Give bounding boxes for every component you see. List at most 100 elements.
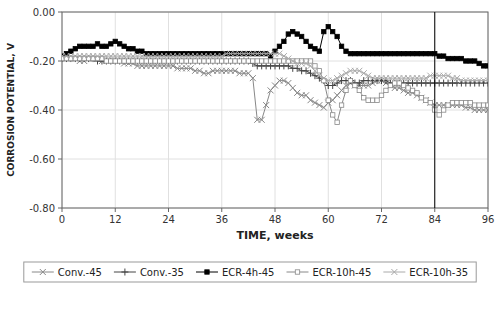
data-point — [131, 59, 135, 63]
marker-shape — [393, 81, 397, 85]
data-point — [393, 81, 397, 85]
marker-shape — [295, 270, 299, 274]
marker-shape — [233, 59, 237, 63]
data-point — [410, 51, 414, 55]
marker-shape — [313, 47, 317, 51]
marker-shape — [348, 51, 352, 55]
legend-marker — [295, 270, 299, 274]
x-tick-label: 72 — [375, 214, 388, 225]
data-point — [388, 51, 392, 55]
y-tick — [58, 208, 62, 209]
marker-shape — [295, 32, 299, 36]
data-point — [193, 59, 197, 63]
marker-shape — [131, 59, 135, 63]
series-line — [62, 59, 488, 86]
legend-marker — [40, 269, 46, 275]
marker-shape — [286, 32, 290, 36]
plot-area — [62, 12, 488, 208]
marker-shape — [441, 108, 445, 112]
x-tick — [328, 208, 329, 212]
data-point — [446, 56, 450, 60]
data-point — [317, 49, 321, 53]
data-point — [140, 49, 144, 53]
marker-shape — [242, 59, 246, 63]
data-point — [228, 59, 232, 63]
data-point — [339, 44, 343, 48]
data-point — [149, 59, 153, 63]
marker-shape — [117, 59, 121, 63]
marker-shape — [206, 59, 210, 63]
marker-shape — [348, 78, 352, 82]
marker-stroke — [485, 78, 488, 84]
marker-shape — [446, 56, 450, 60]
marker-stroke — [40, 269, 46, 275]
marker-shape — [379, 93, 383, 97]
series — [62, 25, 488, 69]
marker-stroke — [443, 80, 444, 87]
marker-shape — [78, 44, 82, 48]
data-point — [259, 59, 263, 63]
marker-shape — [140, 49, 144, 53]
marker-shape — [277, 44, 281, 48]
data-point — [304, 39, 308, 43]
series — [62, 55, 488, 89]
marker-shape — [113, 59, 117, 63]
marker-shape — [455, 100, 459, 104]
data-point — [78, 44, 82, 48]
series-line — [62, 54, 488, 81]
data-point — [144, 59, 148, 63]
marker-shape — [291, 29, 295, 33]
data-point — [348, 78, 352, 82]
data-point — [180, 59, 184, 63]
marker-shape — [353, 51, 357, 55]
y-tick-label: -0.40 — [29, 105, 55, 116]
data-point — [424, 51, 428, 55]
data-point — [459, 100, 463, 104]
marker-stroke — [391, 269, 397, 275]
data-point — [384, 51, 388, 55]
data-point — [246, 59, 250, 63]
marker-shape — [131, 47, 135, 51]
marker-shape — [330, 29, 334, 33]
data-point — [393, 51, 397, 55]
x-tick — [221, 208, 222, 212]
marker-stroke — [425, 80, 426, 87]
marker-shape — [397, 81, 401, 85]
marker-shape — [428, 51, 432, 55]
data-point — [370, 51, 374, 55]
data-point — [459, 56, 463, 60]
data-point — [264, 59, 268, 63]
data-point — [242, 59, 246, 63]
marker-shape — [441, 54, 445, 58]
data-point — [237, 59, 241, 63]
x-tick — [115, 208, 116, 212]
data-point — [188, 59, 192, 63]
y-tick-label: -0.20 — [29, 56, 55, 67]
marker-shape — [406, 51, 410, 55]
data-point — [100, 44, 104, 48]
legend-marker — [205, 270, 209, 274]
marker-shape — [477, 103, 481, 107]
data-point — [317, 69, 321, 73]
data-point — [485, 78, 488, 84]
marker-shape — [472, 59, 476, 63]
data-point — [397, 81, 401, 85]
marker-shape — [166, 59, 170, 63]
x-tick-label: 84 — [428, 214, 441, 225]
x-tick-label: 24 — [162, 214, 175, 225]
marker-shape — [100, 44, 104, 48]
x-tick — [275, 208, 276, 212]
marker-stroke — [456, 80, 457, 87]
marker-shape — [375, 51, 379, 55]
marker-shape — [91, 44, 95, 48]
marker-shape — [202, 59, 206, 63]
marker-shape — [330, 113, 334, 117]
marker-shape — [153, 59, 157, 63]
marker-shape — [384, 51, 388, 55]
marker-shape — [339, 103, 343, 107]
data-point — [273, 59, 277, 63]
marker-shape — [122, 44, 126, 48]
data-point — [308, 44, 312, 48]
marker-shape — [362, 96, 366, 100]
legend: Conv.-45Conv.-35ECR-4h-45ECR-10h-45ECR-1… — [24, 262, 476, 282]
